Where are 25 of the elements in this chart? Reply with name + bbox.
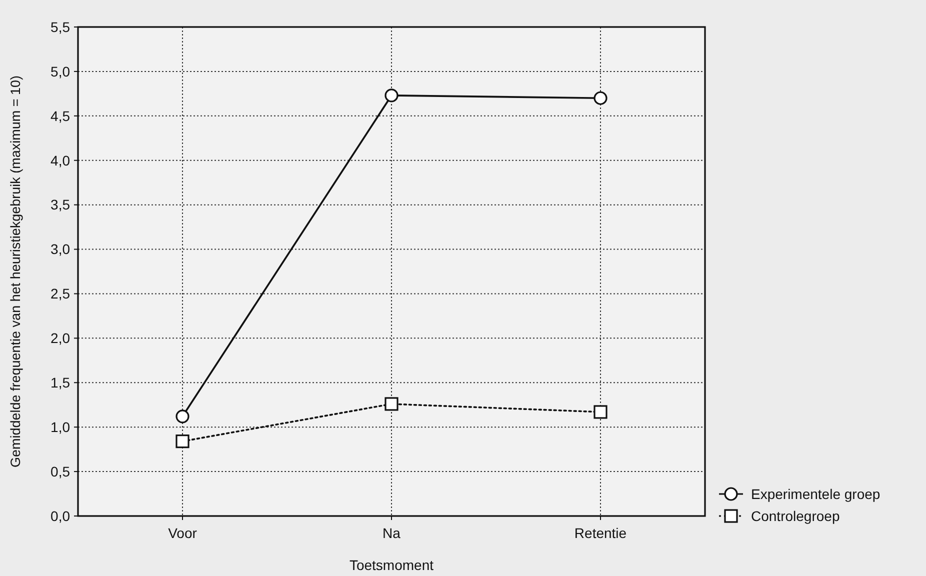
point [176, 410, 190, 424]
point [384, 397, 398, 411]
y-tick-label: 0,0 [50, 508, 70, 524]
x-axis-title: Toetsmoment [349, 557, 434, 573]
y-tick-label: 5,5 [50, 18, 70, 35]
point [594, 91, 608, 105]
point [594, 405, 608, 419]
y-tick-label: 4,5 [50, 108, 70, 124]
point [384, 88, 398, 102]
y-tick-label: 3,5 [50, 196, 70, 213]
y-tick-label: 0,5 [50, 463, 70, 480]
y-tick-label: 1,5 [50, 374, 70, 391]
x-tick-label: Voor [168, 525, 198, 541]
x-tick-label: Na [382, 525, 401, 541]
y-tick-label: 5,0 [50, 63, 70, 80]
point [176, 434, 190, 448]
x-tick-label: Retentie [574, 525, 627, 541]
legend-label: Experimentele groep [751, 486, 880, 502]
legend-label: Controlegroep [751, 508, 840, 524]
y-tick-label: 2,5 [50, 286, 70, 302]
y-tick-label: 3,0 [50, 241, 70, 258]
y-tick-label: 1,0 [50, 418, 70, 435]
y-tick-label: 2,0 [50, 330, 70, 346]
y-tick-label: 4,0 [50, 152, 70, 168]
y-axis-title: Gemiddelde frequentie van het heuristiekgebruik (maximum = 10) [8, 75, 23, 468]
